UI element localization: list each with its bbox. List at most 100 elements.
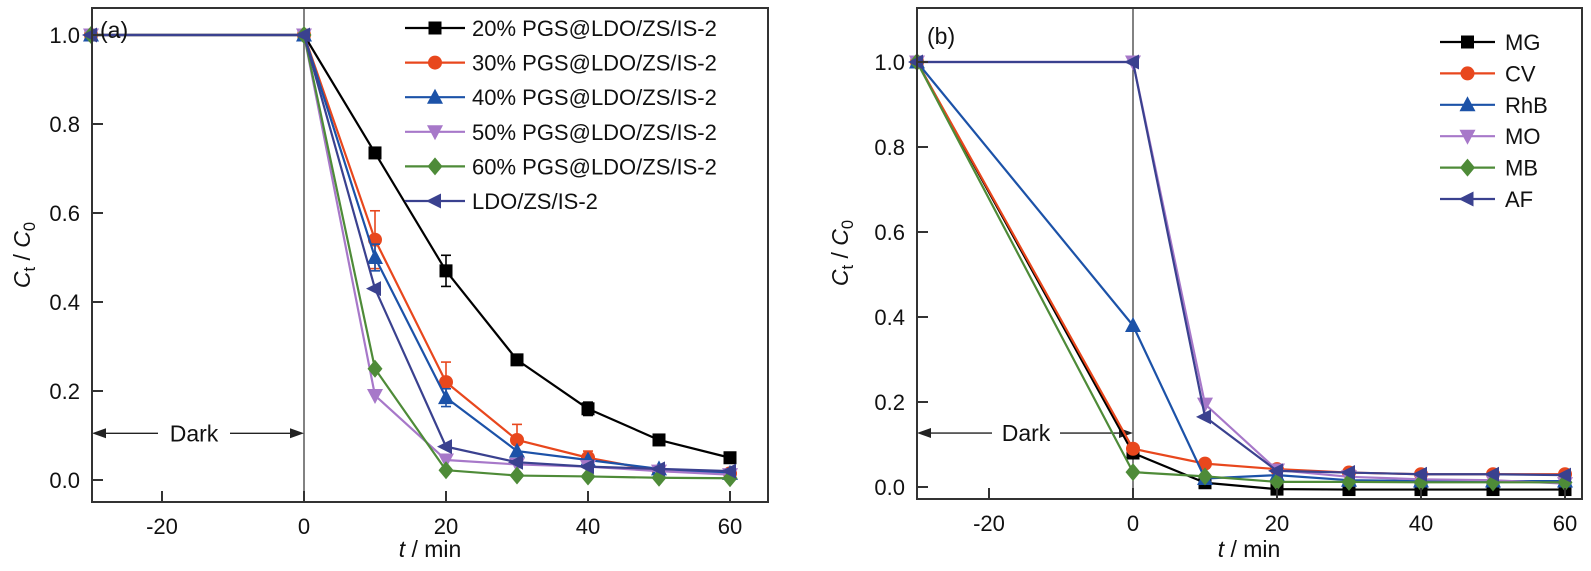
dark-annotation: Dark [917, 420, 1133, 446]
x-tick-label: -20 [973, 511, 1005, 536]
triangle-left-marker [1412, 466, 1427, 482]
y-tick-label: 0.2 [874, 390, 905, 415]
legend-item: MB [1440, 156, 1538, 181]
x-tick-label: 0 [1127, 511, 1139, 536]
series-af [908, 54, 1571, 483]
legend: 20% PGS@LDO/ZS/IS-2 30% PGS@LDO/ZS/IS-2 40… [405, 16, 717, 214]
triangle-left-marker [908, 54, 923, 70]
legend-label: MB [1505, 156, 1538, 181]
triangle-left-marker [295, 27, 310, 43]
y-tick-label: 0.4 [874, 305, 905, 330]
square-marker [1461, 35, 1474, 49]
legend-item: 60% PGS@LDO/ZS/IS-2 [405, 154, 717, 179]
plot-frame [91, 7, 769, 503]
legend-item: 30% PGS@LDO/ZS/IS-2 [405, 51, 717, 76]
x-tick-label: 40 [1409, 511, 1433, 536]
y-tick-label: 1.0 [49, 23, 80, 48]
circle-marker [510, 432, 524, 447]
triangle-left-marker [650, 461, 665, 477]
legend-item: MG [1440, 30, 1540, 55]
series-cv [910, 55, 1572, 482]
series-line [91, 33, 731, 459]
x-tick-label: 20 [1265, 511, 1289, 536]
square-marker [428, 21, 442, 35]
left-arrowhead [92, 428, 106, 439]
triangle-left-marker [426, 193, 441, 209]
triangle-left-marker [1458, 191, 1474, 207]
legend-item: AF [1440, 187, 1533, 212]
triangle-left-marker [1124, 54, 1139, 70]
series-line [916, 61, 1565, 484]
square-marker [581, 402, 595, 416]
series-line [91, 33, 731, 480]
square-marker [510, 353, 524, 367]
plot-frame [916, 7, 1583, 500]
diamond-marker [367, 359, 383, 378]
triangle-up-marker [438, 389, 454, 405]
series-line [91, 33, 731, 473]
y-tick-label: 1.0 [874, 50, 905, 75]
legend-label: 40% PGS@LDO/ZS/IS-2 [472, 85, 717, 110]
legend-item: 20% PGS@LDO/ZS/IS-2 [405, 16, 717, 41]
triangle-left-marker [1196, 409, 1211, 425]
triangle-up-marker [367, 249, 383, 264]
triangle-left-marker [508, 454, 523, 470]
series-line [91, 33, 731, 475]
legend-label: RhB [1505, 93, 1548, 118]
y-tick-label: 0.8 [49, 112, 80, 137]
triangle-left-marker [721, 463, 736, 479]
legend-label: 20% PGS@LDO/ZS/IS-2 [472, 16, 717, 41]
legend-label: MO [1505, 124, 1540, 149]
legend-item: MO [1440, 124, 1540, 149]
legend-label: 30% PGS@LDO/ZS/IS-2 [472, 51, 717, 76]
square-marker [368, 146, 382, 160]
x-tick-label: -20 [146, 514, 178, 539]
legend-item: CV [1440, 61, 1536, 86]
dark-label: Dark [1002, 420, 1051, 446]
triangle-down-marker [427, 125, 443, 141]
square-marker [723, 451, 737, 465]
panel-label: (a) [100, 17, 128, 43]
legend-item: 40% PGS@LDO/ZS/IS-2 [405, 85, 717, 110]
x-axis-title: t / min [399, 536, 462, 562]
y-axis-title: Ct / C0 [9, 222, 39, 288]
x-axis-title: t / min [1218, 536, 1281, 562]
legend-label: AF [1505, 187, 1533, 212]
y-tick-label: 0.6 [874, 220, 905, 245]
series-line [917, 60, 1566, 477]
circle-marker [428, 55, 442, 70]
triangle-up-marker [1125, 317, 1141, 332]
triangle-left-marker [1340, 465, 1355, 481]
y-tick-label: 0.0 [49, 468, 80, 493]
y-tick-label: 0.8 [874, 135, 905, 160]
triangle-down-marker [1459, 129, 1476, 145]
diamond-marker [438, 461, 454, 480]
legend-item: RhB [1440, 93, 1548, 118]
x-tick-label: 60 [718, 514, 742, 539]
triangle-left-marker [1484, 466, 1499, 482]
panel-b-chart: Dark -20 0 20 40 60 0.0 0.2 0.4 0.6 0.8 1.0 t / min C… [827, 7, 1583, 562]
square-marker [652, 433, 666, 447]
y-tick-label: 0.2 [49, 379, 80, 404]
left-arrowhead [917, 428, 931, 439]
series-ldo-zs-is-2 [82, 27, 736, 479]
triangle-left-marker [1268, 463, 1283, 479]
triangle-left-marker [1556, 467, 1571, 483]
dark-label: Dark [170, 420, 219, 446]
circle-marker [1460, 66, 1475, 81]
legend: MG CV RhB MO MB AF [1440, 30, 1548, 212]
legend-label: LDO/ZS/IS-2 [472, 189, 598, 214]
legend-label: CV [1505, 61, 1536, 86]
triangle-up-marker [509, 442, 525, 458]
dark-annotation: Dark [92, 420, 304, 446]
diamond-marker [1125, 463, 1141, 482]
y-axis-title: Ct / C0 [827, 220, 857, 286]
panel-label: (b) [927, 23, 955, 49]
legend-label: 50% PGS@LDO/ZS/IS-2 [472, 120, 717, 145]
legend-item: LDO/ZS/IS-2 [405, 189, 598, 214]
triangle-left-marker [366, 281, 381, 297]
triangle-up-marker [427, 88, 443, 104]
legend-label: 60% PGS@LDO/ZS/IS-2 [472, 154, 717, 179]
triangle-down-marker [367, 388, 383, 404]
